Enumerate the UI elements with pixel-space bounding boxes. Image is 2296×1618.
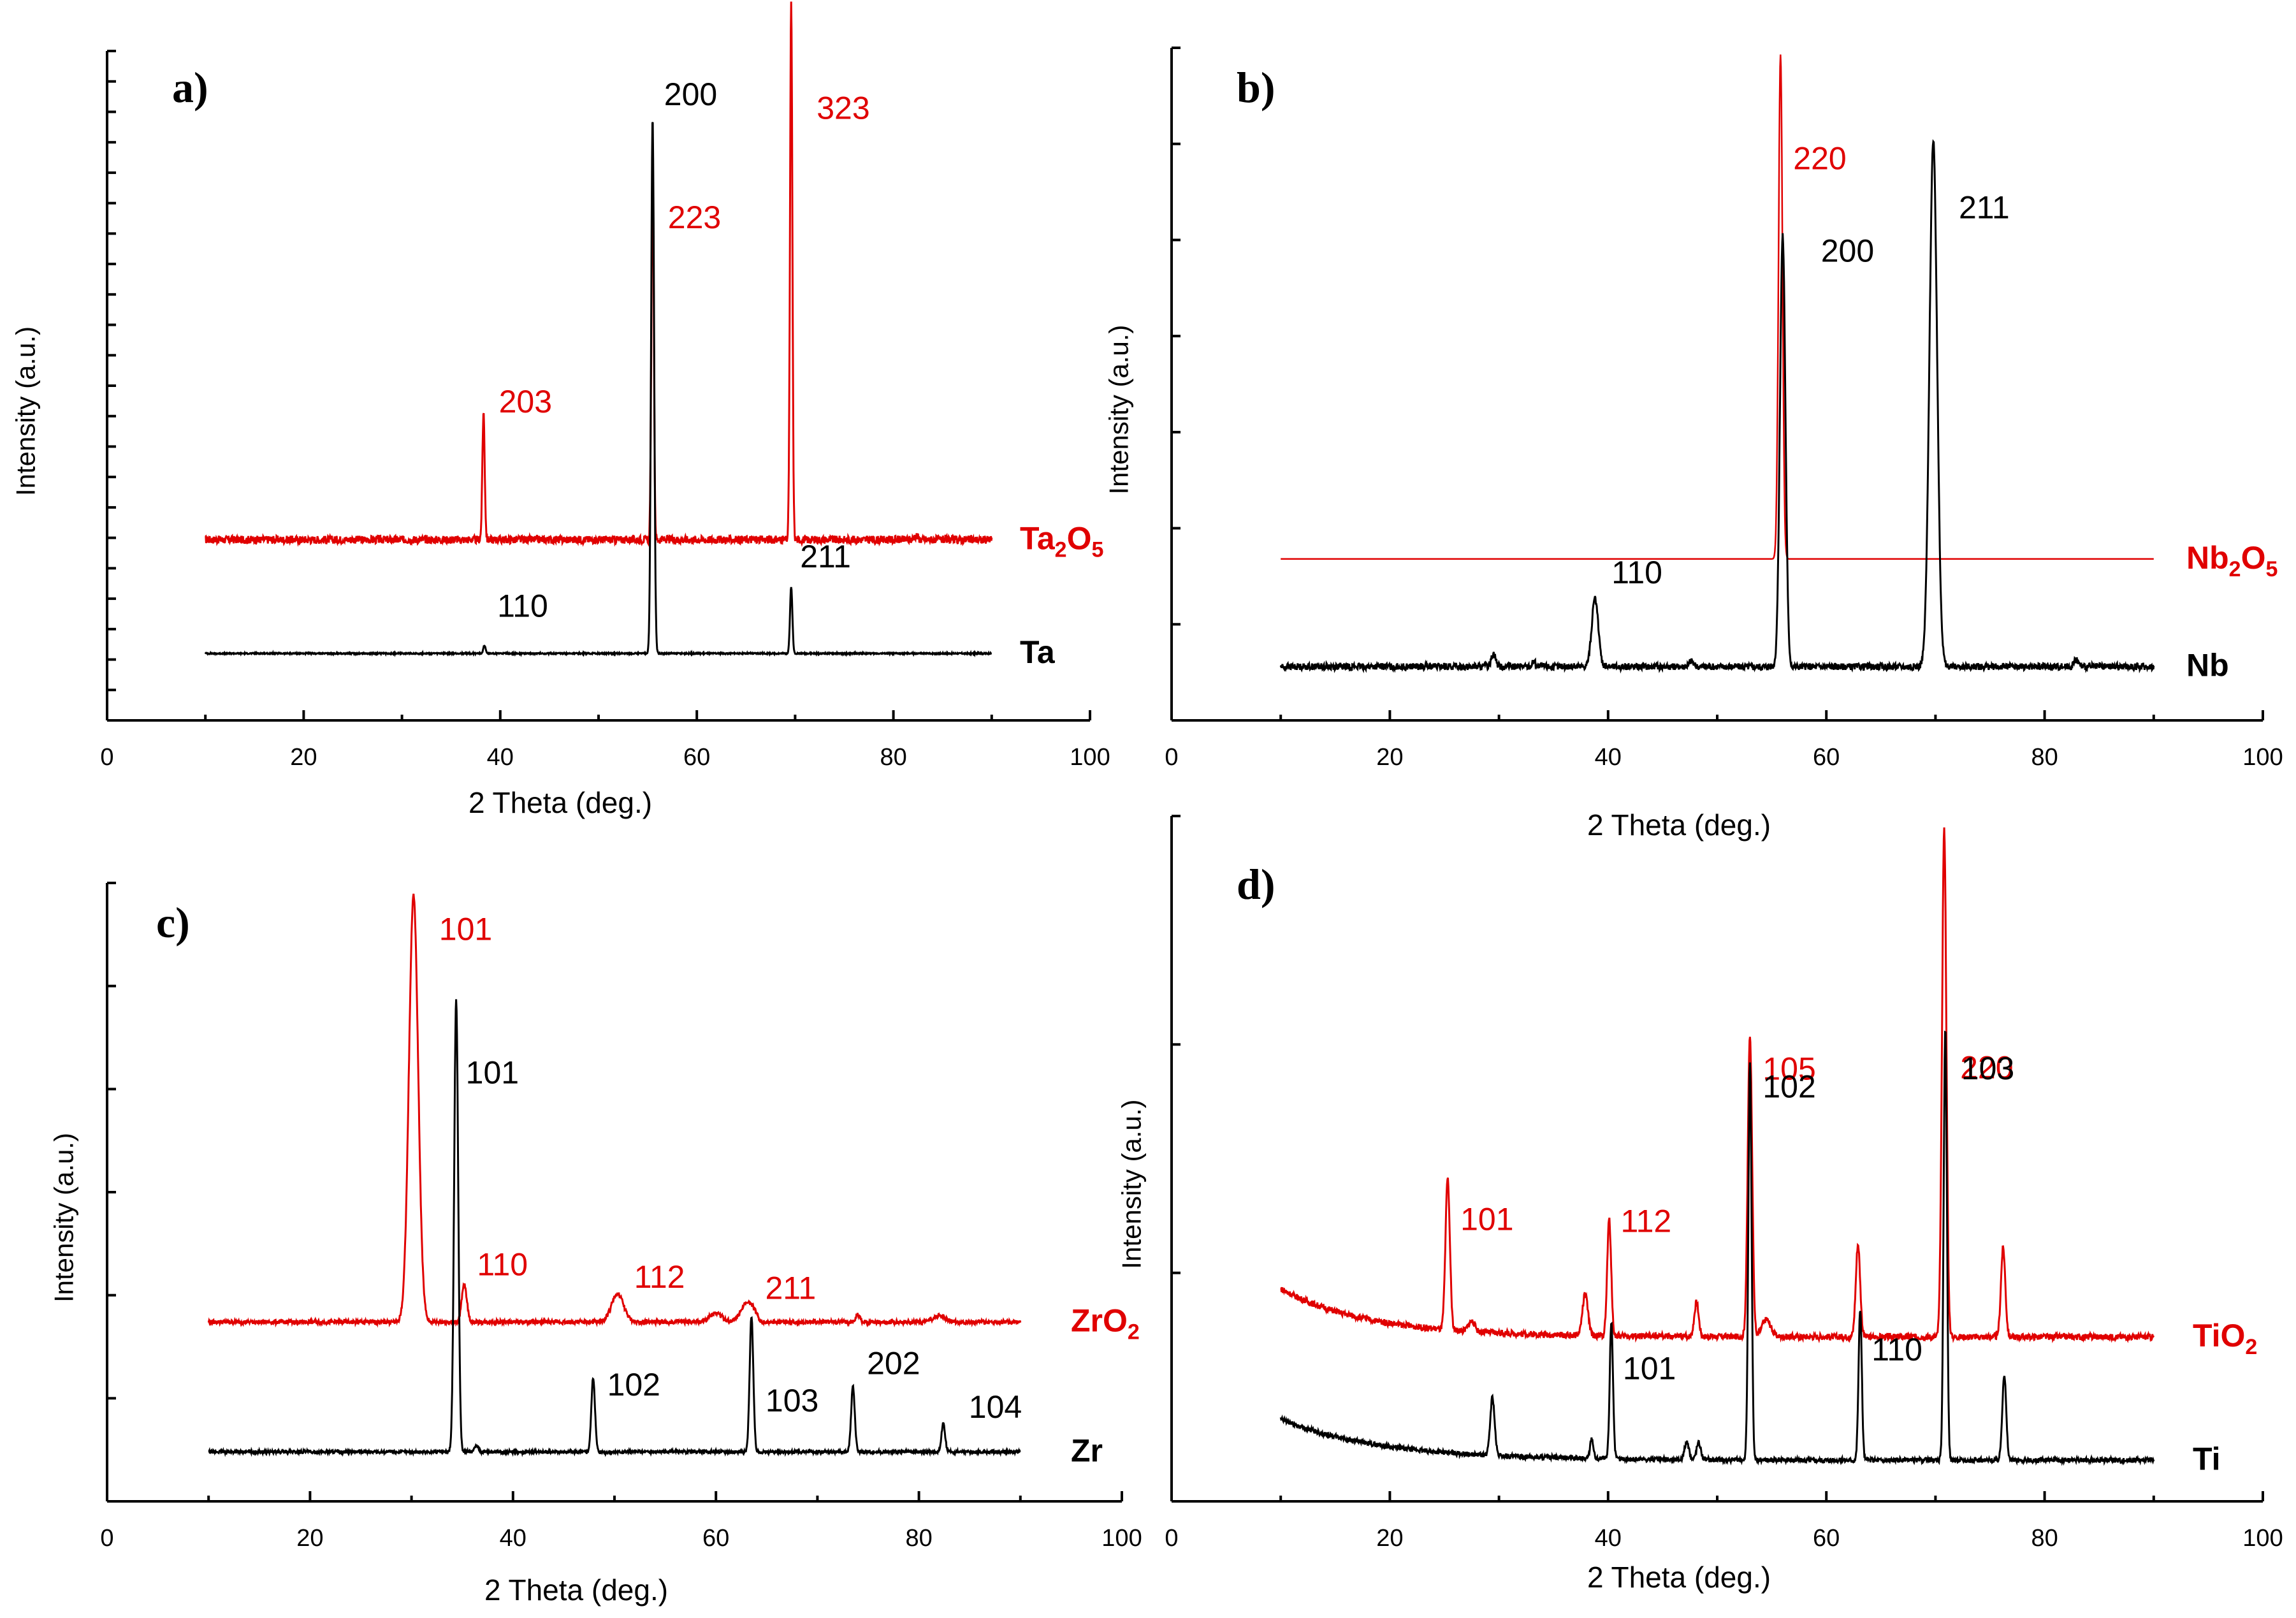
peak-label: 110	[1871, 1332, 1922, 1367]
peak-label: 323	[817, 91, 869, 126]
series-label: ZrO2	[1071, 1303, 1140, 1345]
peak-label: 103	[1961, 1051, 2014, 1086]
x-tick-label: 60	[683, 744, 710, 771]
x-tick-label: 40	[487, 744, 514, 771]
series-line-nb	[1279, 139, 2155, 674]
x-tick-label: 40	[1595, 1525, 1622, 1552]
peak-label: 112	[1621, 1204, 1672, 1239]
panel-label: b)	[1237, 63, 1275, 112]
x-tick-label: 80	[880, 744, 906, 771]
x-tick-label: 20	[296, 1525, 323, 1552]
x-tick-label: 20	[1376, 744, 1403, 771]
y-axis-title: Intensity (a.u.)	[49, 1133, 79, 1302]
series-line-tio2	[1280, 827, 2155, 1344]
peak-label: 103	[766, 1383, 818, 1418]
x-axis-title: 2 Theta (deg.)	[469, 786, 652, 819]
peak-label: 101	[466, 1054, 519, 1090]
peak-label: 211	[766, 1271, 817, 1306]
series-line-ta2o5	[205, 1, 993, 548]
series-line-zr	[208, 999, 1021, 1457]
peak-label: 105	[1762, 1051, 1815, 1087]
x-tick-label: 0	[100, 1525, 113, 1552]
panel-a-chart: 0 20 40 60 80 100 2 Theta (deg.) Intensity (a.u…	[11, 1, 1110, 819]
x-tick-label: 40	[1595, 744, 1622, 771]
x-tick-label: 0	[1165, 744, 1178, 771]
series-label: Ti	[2193, 1441, 2221, 1477]
panel-label: c)	[156, 898, 190, 947]
series-label: Zr	[1071, 1432, 1103, 1468]
y-axis-title: Intensity (a.u.)	[1104, 324, 1134, 494]
peak-label: 220	[1960, 1049, 2013, 1085]
panel-c-chart: 0 20 40 60 80 100 2 Theta (deg.) Intensity (a.u…	[49, 882, 1142, 1607]
x-tick-label: 20	[1376, 1525, 1403, 1552]
series-line-ti	[1279, 1030, 2155, 1466]
peak-label: 102	[607, 1367, 660, 1403]
series-label: TiO2	[2193, 1318, 2257, 1359]
peak-label: 104	[969, 1389, 1022, 1425]
peak-label: 110	[497, 588, 548, 623]
x-tick-label: 40	[500, 1525, 527, 1552]
series-label: Ta	[1020, 634, 1056, 670]
series-line-ta	[204, 122, 992, 658]
peak-label: 101	[1460, 1201, 1513, 1237]
series-line-nb2o5	[1281, 54, 2154, 560]
peak-label: 211	[800, 539, 851, 574]
peak-label: 110	[1611, 555, 1662, 590]
panel-label: d)	[1237, 860, 1275, 908]
x-tick-label: 60	[1813, 744, 1840, 771]
peak-label: 200	[1821, 233, 1874, 268]
peak-label: 211	[1959, 190, 2010, 226]
peak-label: 200	[664, 77, 717, 112]
panel-d-chart: 0 20 40 60 80 100 2 Theta (deg.) Intensity (a.u…	[1117, 815, 2283, 1594]
panel-b-chart: 0 20 40 60 80 100 2 Theta (deg.) Intensity (a.u…	[1104, 47, 2283, 842]
x-tick-label: 80	[905, 1525, 932, 1552]
peak-label: 110	[477, 1247, 528, 1283]
x-tick-label: 0	[100, 744, 113, 771]
x-axis-title: 2 Theta (deg.)	[1587, 1561, 1771, 1594]
x-tick-label: 80	[2031, 1525, 2058, 1552]
peak-label: 102	[1762, 1068, 1815, 1104]
x-tick-label: 100	[1101, 1525, 1142, 1552]
y-axis-title: Intensity (a.u.)	[11, 326, 41, 496]
peak-label: 112	[634, 1259, 685, 1295]
x-axis-title: 2 Theta (deg.)	[484, 1573, 668, 1607]
x-tick-label: 0	[1165, 1525, 1178, 1552]
series-label: Ta2O5	[1020, 521, 1103, 562]
x-tick-label: 100	[2242, 744, 2283, 771]
x-tick-label: 60	[1813, 1525, 1840, 1552]
panel-label: a)	[172, 63, 208, 112]
y-axis-title: Intensity (a.u.)	[1117, 1099, 1147, 1269]
peak-label: 203	[499, 384, 552, 419]
x-tick-label: 20	[290, 744, 317, 771]
peak-label: 202	[867, 1346, 920, 1381]
x-axis-title: 2 Theta (deg.)	[1587, 808, 1771, 842]
x-tick-label: 80	[2031, 744, 2058, 771]
x-tick-label: 100	[1070, 744, 1110, 771]
peak-label: 101	[1623, 1350, 1676, 1386]
series-line-zro2	[207, 893, 1022, 1328]
peak-label: 223	[668, 200, 721, 235]
x-tick-label: 100	[2242, 1525, 2283, 1552]
series-label: Nb	[2186, 648, 2229, 683]
peak-label: 101	[439, 911, 492, 947]
peak-label: 220	[1793, 141, 1846, 177]
series-label: Nb2O5	[2186, 540, 2278, 581]
x-tick-label: 60	[702, 1525, 729, 1552]
